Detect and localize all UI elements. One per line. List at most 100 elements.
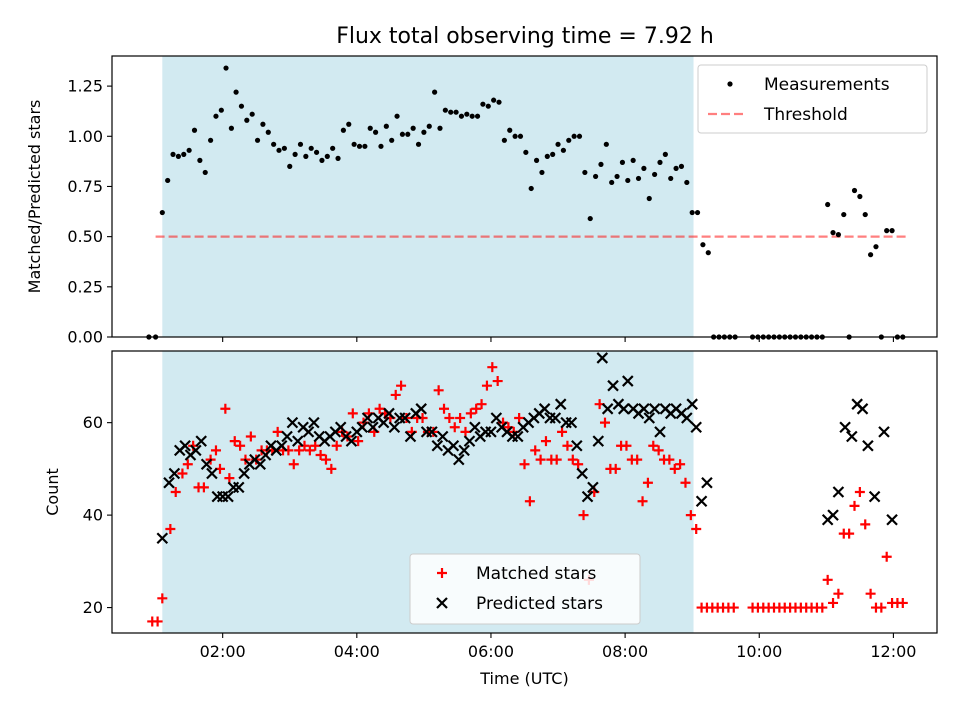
data-point — [313, 149, 320, 155]
data-point — [550, 151, 556, 157]
data-point — [507, 127, 513, 133]
data-point — [272, 426, 283, 437]
data-point-glyph — [881, 551, 892, 562]
data-point — [372, 129, 379, 135]
data-point — [294, 445, 305, 456]
data-point-glyph — [383, 407, 395, 420]
data-point — [436, 430, 449, 443]
data-point-glyph — [675, 459, 686, 470]
data-point — [538, 403, 551, 415]
data-point — [347, 408, 358, 419]
data-point-glyph — [862, 439, 874, 452]
data-point-glyph — [259, 449, 272, 461]
data-point-glyph — [601, 403, 614, 415]
data-point — [433, 385, 444, 396]
data-point — [179, 439, 191, 452]
x-tick-label: 08:00 — [602, 642, 648, 661]
data-point — [351, 141, 357, 147]
data-point — [599, 417, 610, 428]
data-point-glyph — [367, 421, 379, 434]
data-point-glyph — [281, 430, 293, 443]
data-point-glyph — [177, 468, 188, 479]
data-point-glyph — [632, 454, 643, 465]
data-point — [876, 602, 887, 613]
data-point-glyph — [648, 440, 659, 451]
data-point — [603, 141, 609, 147]
data-point — [686, 398, 698, 410]
y-axis-label: Count — [43, 468, 62, 516]
data-point-glyph — [868, 490, 881, 503]
data-point — [458, 113, 465, 119]
panel-counts: 20 40 60 02:00 04:00 06:00 08:00 10:00 12:00 Coun… — [43, 350, 938, 688]
panel-ratio: 0.00 0.25 0.50 0.75 1.00 1.25 Matched/Predicte… — [25, 55, 938, 347]
data-point-glyph — [856, 403, 869, 415]
data-point — [560, 147, 567, 153]
data-point-glyph — [897, 597, 908, 608]
data-point-glyph — [576, 467, 588, 480]
data-point-glyph — [865, 588, 876, 599]
data-point — [361, 412, 374, 424]
data-point — [637, 496, 648, 507]
data-point-glyph — [817, 602, 828, 613]
data-point — [535, 454, 546, 465]
data-point — [281, 430, 293, 443]
data-point — [728, 602, 739, 613]
data-point — [165, 177, 171, 184]
y-tick-label: 20 — [83, 598, 103, 617]
data-point-glyph — [637, 496, 648, 507]
data-point-glyph — [232, 481, 245, 494]
data-point-glyph — [238, 467, 250, 480]
data-point — [587, 215, 593, 222]
data-point-glyph — [549, 412, 562, 424]
data-point-glyph — [444, 413, 455, 424]
data-point — [222, 490, 234, 503]
data-point — [835, 232, 842, 238]
data-point — [319, 157, 325, 163]
data-point-glyph — [728, 602, 739, 613]
data-point — [862, 439, 874, 452]
data-point — [554, 398, 567, 410]
data-point — [308, 416, 320, 429]
data-point — [426, 426, 438, 438]
x-tick-label: 12:00 — [870, 642, 916, 661]
data-point — [490, 412, 503, 424]
data-point — [562, 440, 573, 451]
data-point — [621, 440, 632, 451]
data-point-glyph — [844, 528, 855, 539]
data-point — [881, 551, 892, 562]
data-point-glyph — [377, 416, 390, 429]
data-point — [331, 440, 342, 451]
data-point-glyph — [685, 510, 696, 521]
data-point — [617, 403, 630, 415]
data-point-glyph — [374, 403, 385, 414]
data-point — [383, 407, 395, 420]
x-tick-label: 02:00 — [200, 642, 246, 661]
data-point-glyph — [849, 500, 860, 511]
data-point-glyph — [485, 426, 497, 438]
data-point-glyph — [163, 476, 175, 489]
y-tick-label: 0.75 — [67, 177, 103, 196]
data-point — [582, 169, 588, 176]
data-point — [857, 193, 863, 200]
data-point-glyph — [168, 467, 181, 480]
data-point — [643, 412, 656, 424]
data-point-glyph — [235, 440, 246, 451]
x-tick-label: 10:00 — [736, 642, 782, 661]
data-point — [444, 413, 455, 424]
data-point-glyph — [286, 416, 299, 429]
data-point-glyph — [165, 523, 176, 534]
data-point — [625, 177, 631, 184]
data-point-glyph — [190, 444, 202, 457]
data-point — [377, 416, 390, 429]
observing-window-shade — [162, 56, 694, 337]
legend-label: Matched stars — [476, 564, 596, 584]
data-point-glyph — [331, 440, 342, 451]
data-point-glyph — [326, 463, 337, 474]
data-point — [177, 468, 188, 479]
data-point-glyph — [530, 445, 541, 456]
data-point-glyph — [690, 421, 702, 434]
data-point-glyph — [345, 435, 358, 447]
data-point-glyph — [245, 431, 256, 442]
data-point — [512, 430, 524, 443]
data-point-glyph — [514, 413, 525, 424]
